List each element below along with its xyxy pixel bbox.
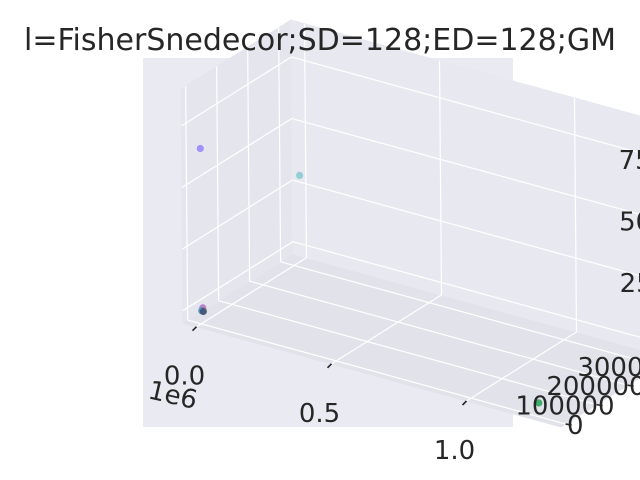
back-wall-pane — [290, 19, 640, 350]
x-tick-label: 0.0 — [164, 362, 205, 392]
y-tick-mark — [596, 403, 603, 407]
y-gridline-floor — [218, 300, 597, 406]
z-gridline-left — [182, 241, 294, 312]
x-tick-label: 1.0 — [434, 436, 475, 466]
z-gridline-back — [291, 56, 640, 154]
z-tick-label: 50000 — [619, 208, 640, 238]
chart-title: l=FisherSnedecor;SD=128;ED=128;GM — [24, 23, 616, 58]
y-gridline-floor — [187, 319, 566, 425]
x-gridline-floor — [466, 331, 577, 402]
y-tick-label: 0 — [567, 411, 584, 441]
y-gridline-left — [247, 47, 251, 282]
data-point — [199, 307, 207, 316]
x-tick-mark — [326, 363, 333, 369]
data-points — [196, 144, 543, 407]
x-tick-label: 0.5 — [299, 399, 340, 429]
z-gridline-back — [292, 241, 640, 338]
x-gridline-back — [438, 60, 443, 295]
x-gridline-floor — [331, 294, 442, 365]
z-gridline-left — [180, 56, 292, 127]
tick-labels: 0.00.51.00100000200000300000025000500007… — [164, 146, 640, 466]
y-tick-mark — [627, 384, 634, 388]
y-gridline-floor — [280, 261, 640, 362]
y-tick-label: 300000 — [577, 353, 640, 383]
z-gridline-back — [292, 179, 640, 277]
y-gridline-left — [185, 86, 189, 321]
y-tick-mark — [565, 423, 572, 426]
y-gridline-left — [278, 27, 282, 262]
data-point — [296, 171, 304, 179]
axis-panes — [180, 19, 640, 428]
gridlines — [180, 23, 640, 425]
y-gridline-left — [216, 66, 220, 301]
x-gridline-floor — [196, 257, 307, 328]
x-gridline-back — [303, 23, 308, 258]
x-gridline-back — [573, 97, 578, 333]
z-tick-label: 25000 — [620, 269, 640, 299]
y-tick-label: 100000 — [515, 392, 614, 422]
y-tick-label: 200000 — [546, 372, 640, 402]
x-tick-mark — [461, 400, 468, 406]
tick-marks — [191, 326, 634, 426]
z-tick-label: 75000 — [619, 146, 640, 176]
data-point — [535, 399, 543, 407]
z-gridline-left — [181, 118, 293, 189]
data-point — [196, 144, 204, 153]
z-gridline-back — [291, 117, 640, 215]
y-gridline-floor — [249, 280, 628, 386]
z-gridline-left — [182, 179, 293, 250]
x-tick-mark — [191, 326, 198, 332]
